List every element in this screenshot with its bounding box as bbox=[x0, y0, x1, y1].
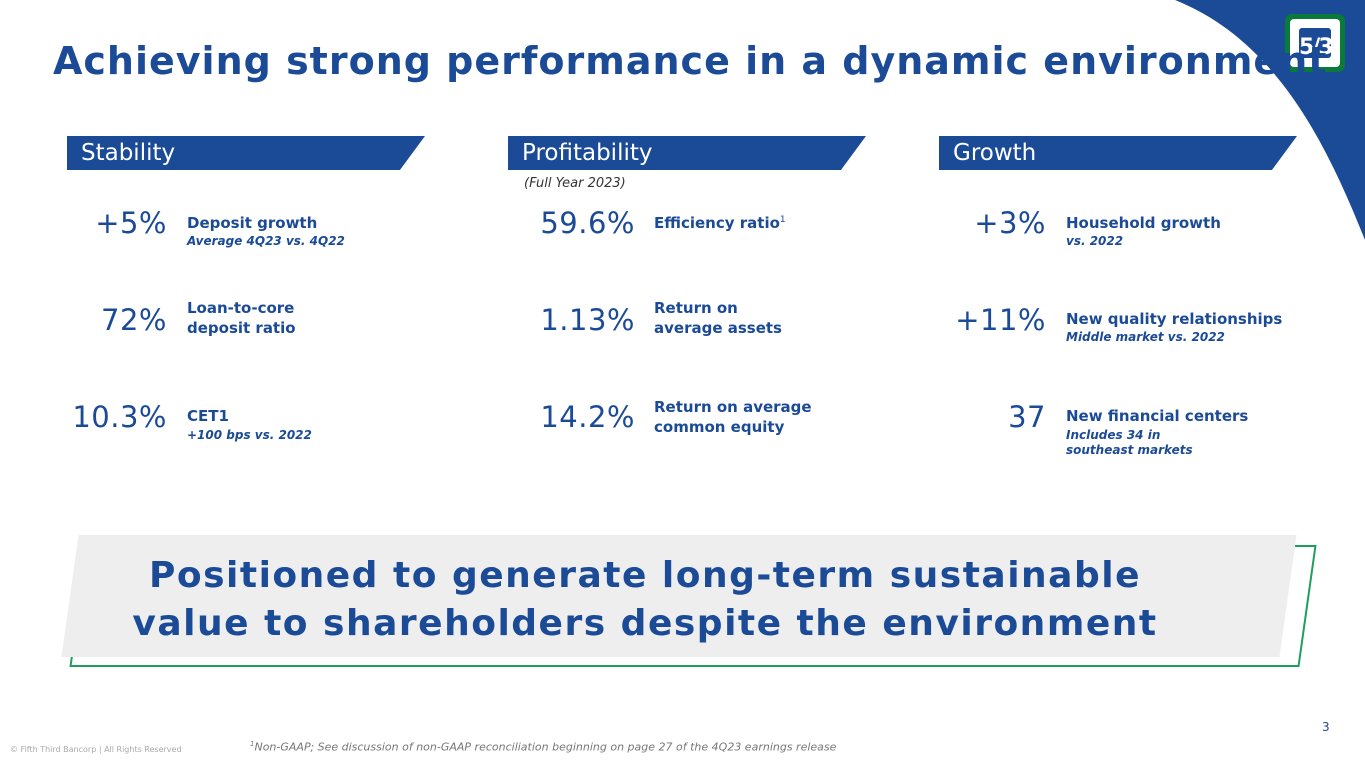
page-title: Achieving strong performance in a dynami… bbox=[53, 39, 1328, 83]
metric-label: Return on average bbox=[654, 398, 812, 416]
metric-label: Loan-to-core bbox=[187, 299, 295, 317]
metric-value: 14.2% bbox=[540, 400, 635, 434]
metric-value: 37 bbox=[1008, 400, 1046, 434]
metric-value: 72% bbox=[101, 303, 167, 337]
metric-label: Household growth bbox=[1066, 214, 1221, 232]
callout-line: value to shareholders despite the enviro… bbox=[132, 602, 1158, 644]
footnote-marker: 1 bbox=[779, 215, 786, 225]
metric-value: +5% bbox=[95, 206, 167, 240]
stability-header: Stability bbox=[67, 136, 425, 170]
footnote: 1Non-GAAP; See discussion of non-GAAP re… bbox=[250, 740, 836, 754]
metric-label: CET1 bbox=[187, 407, 229, 425]
metric-label: average assets bbox=[654, 319, 782, 337]
metric-sub: vs. 2022 bbox=[1066, 234, 1124, 248]
profitability-period-note: (Full Year 2023) bbox=[524, 176, 626, 191]
metric-sub: Middle market vs. 2022 bbox=[1066, 330, 1225, 344]
metric-sub: southeast markets bbox=[1066, 443, 1193, 457]
metric-sub: Average 4Q23 vs. 4Q22 bbox=[187, 234, 345, 248]
copyright-notice: © Fifth Third Bancorp | All Rights Reser… bbox=[10, 745, 182, 754]
growth-header: Growth bbox=[939, 136, 1297, 170]
footnote-marker: 1 bbox=[250, 740, 255, 748]
metric-value: 1.13% bbox=[540, 303, 635, 337]
metric-sub: +100 bps vs. 2022 bbox=[187, 428, 312, 442]
metric-label: deposit ratio bbox=[187, 319, 296, 337]
page-number: 3 bbox=[1322, 720, 1330, 734]
metric-label: Return on bbox=[654, 299, 738, 317]
metric-value: +11% bbox=[955, 303, 1046, 337]
logo-mark: 5/3 bbox=[1299, 28, 1334, 60]
metric-sub: Includes 34 in bbox=[1066, 428, 1161, 442]
metric-value: +3% bbox=[974, 206, 1046, 240]
metric-label: Efficiency ratio1 bbox=[654, 214, 786, 232]
footnote-text: Non-GAAP; See discussion of non-GAAP rec… bbox=[254, 740, 837, 754]
metric-value: 10.3% bbox=[72, 400, 167, 434]
callout-message: Positioned to generate long-term sustain… bbox=[100, 552, 1190, 648]
metric-label: Deposit growth bbox=[187, 214, 318, 232]
callout-line: Positioned to generate long-term sustain… bbox=[148, 555, 1142, 596]
metric-value: 59.6% bbox=[540, 206, 635, 240]
fifth-third-logo: 5/3 bbox=[1285, 14, 1345, 72]
profitability-header: Profitability bbox=[508, 136, 866, 170]
metric-label: New quality relationships bbox=[1066, 310, 1283, 328]
metric-label: New financial centers bbox=[1066, 407, 1249, 425]
metric-label: common equity bbox=[654, 418, 785, 436]
